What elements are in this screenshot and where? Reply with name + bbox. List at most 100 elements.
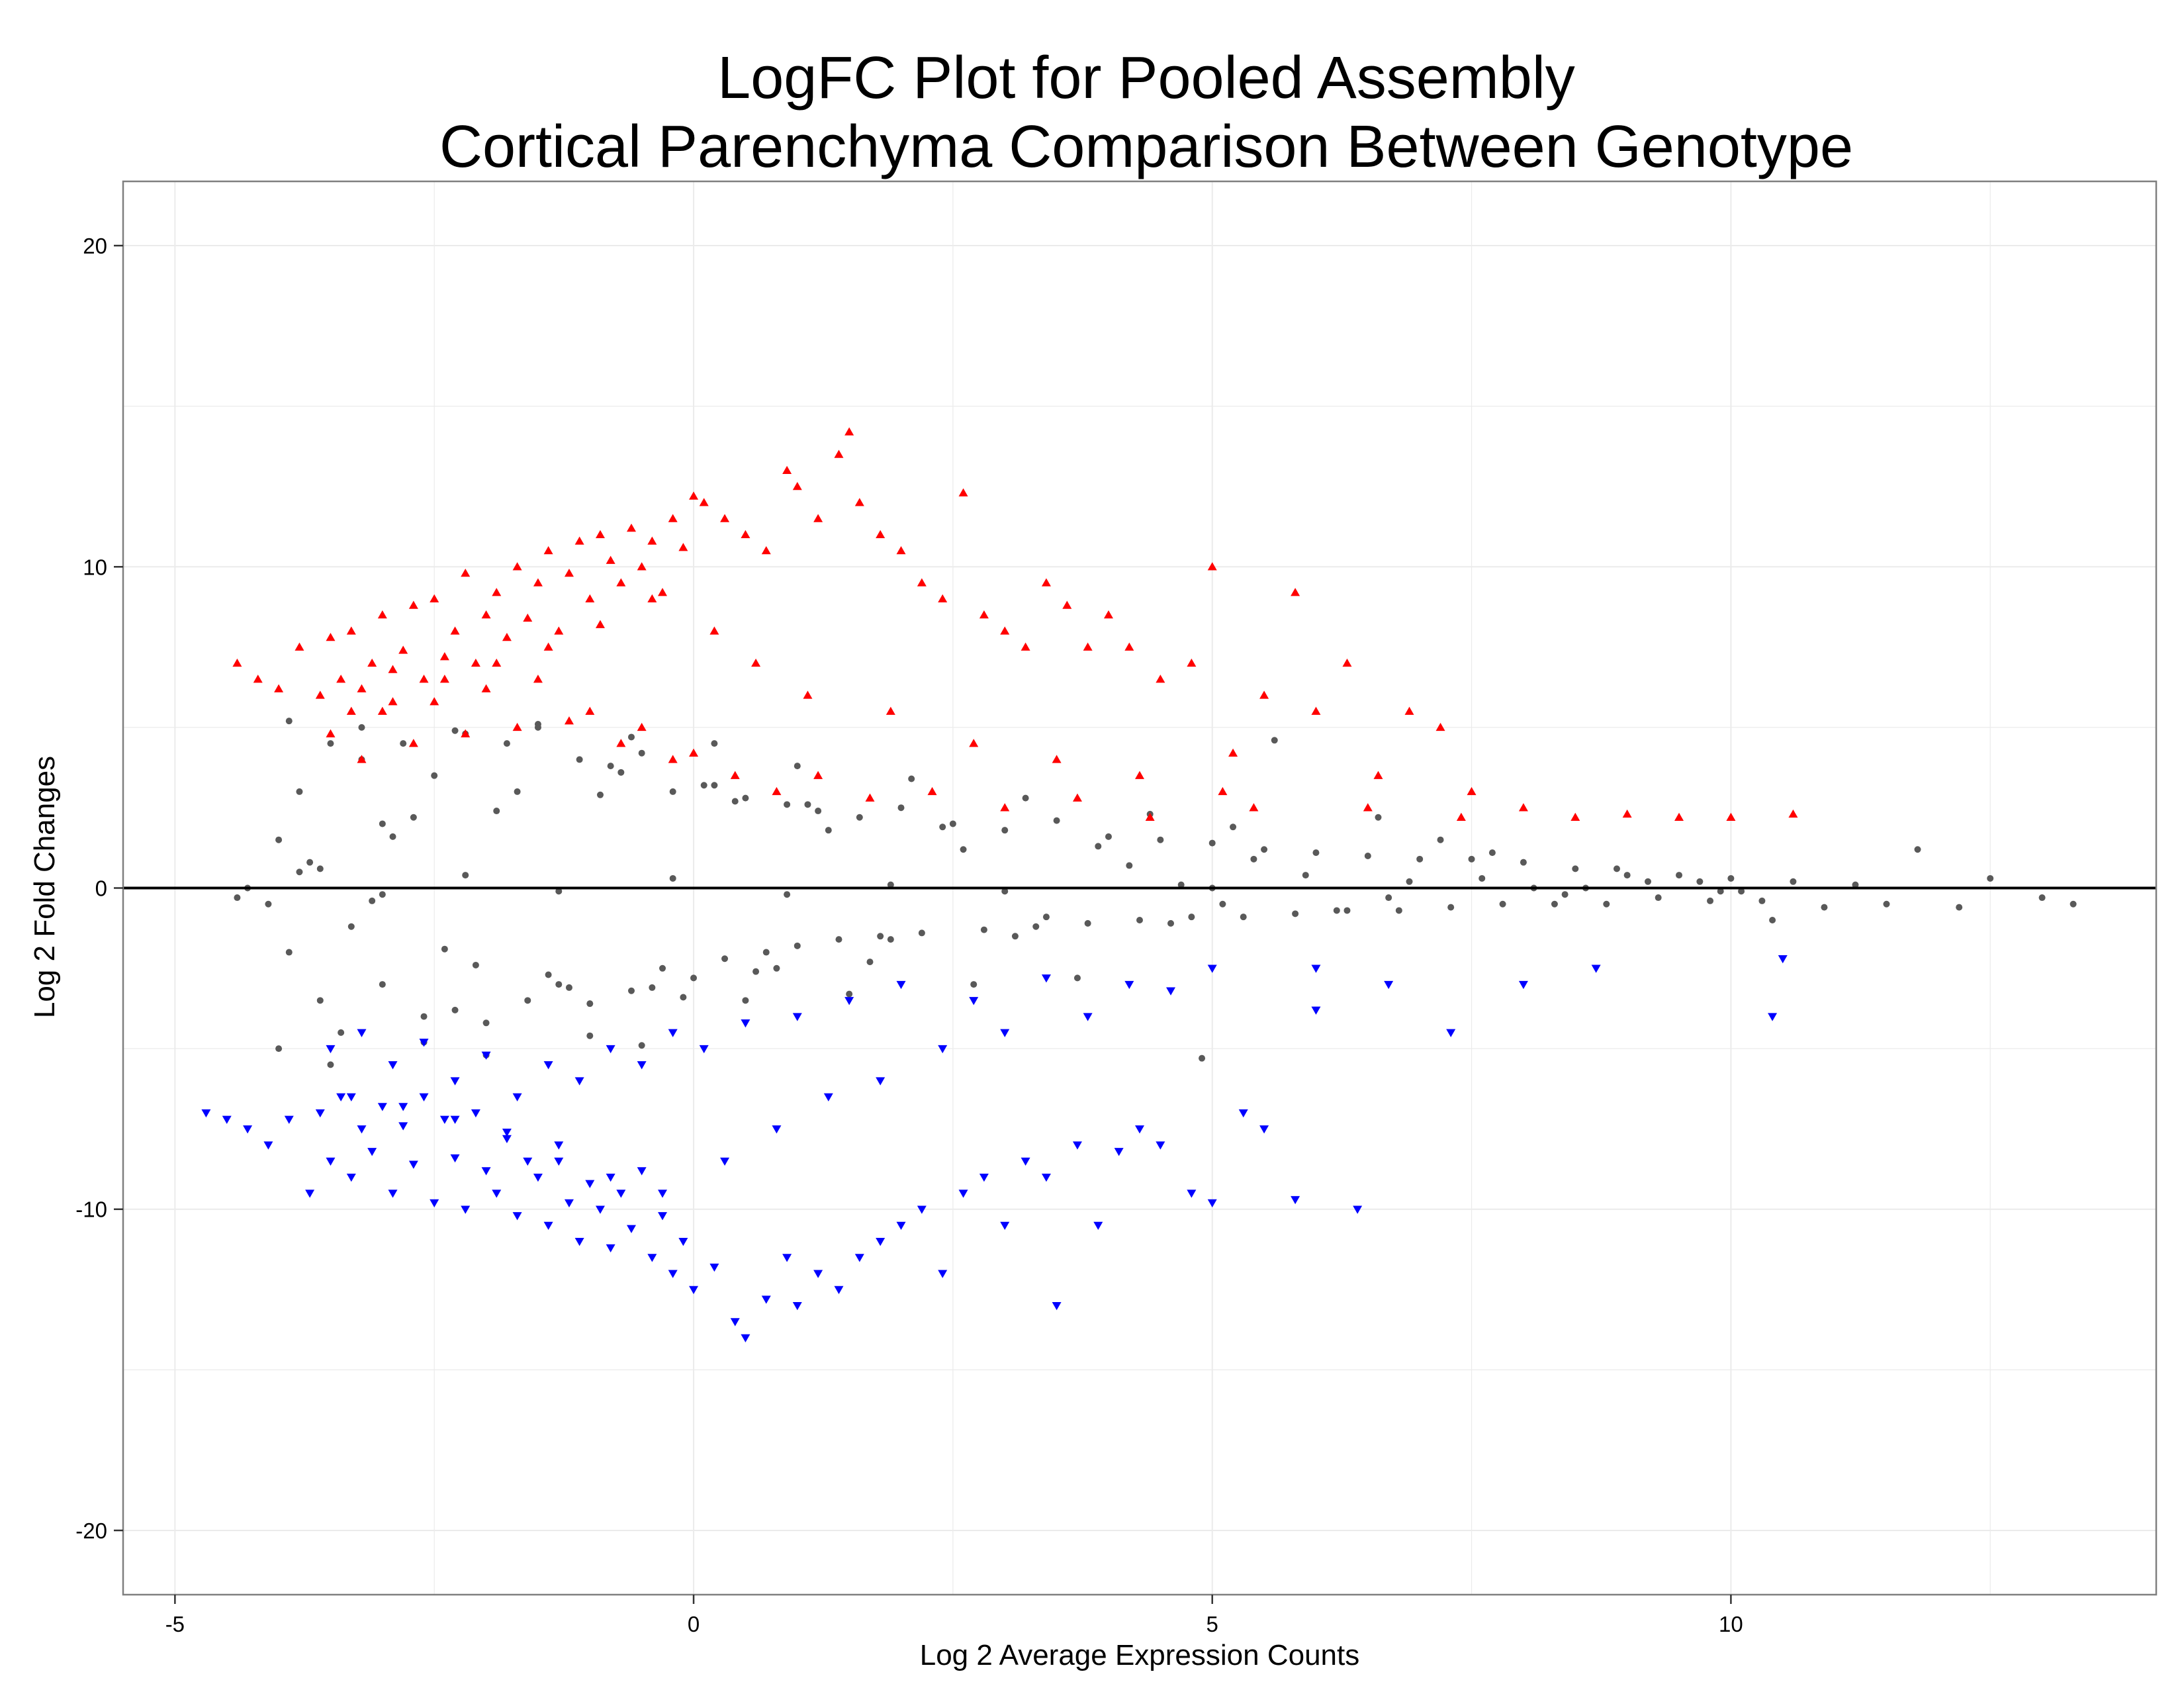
down-regulated-point-28 [543, 1221, 553, 1230]
not-significant-point-41 [949, 820, 956, 827]
down-regulated-point-46 [761, 1295, 771, 1304]
not-significant-point-151 [1769, 917, 1776, 924]
not-significant-point-49 [1157, 836, 1164, 843]
down-regulated-point-7 [326, 1157, 336, 1166]
up-regulated-point-15 [430, 594, 439, 603]
down-regulated-point-111 [823, 1093, 833, 1102]
not-significant-point-67 [1623, 872, 1631, 879]
not-significant-point-98 [1250, 855, 1257, 863]
down-regulated-point-25 [512, 1212, 522, 1221]
x-tick-label-3: 10 [1719, 1612, 1743, 1636]
down-regulated-point-59 [1021, 1157, 1030, 1166]
up-regulated-point-40 [689, 491, 699, 500]
not-significant-point-138 [451, 727, 459, 734]
up-regulated-point-14 [419, 675, 429, 683]
not-significant-point-132 [1199, 1055, 1206, 1062]
up-regulated-point-85 [408, 739, 418, 747]
up-regulated-point-12 [398, 645, 408, 654]
up-regulated-point-59 [1041, 578, 1051, 586]
not-significant-point-18 [524, 997, 531, 1004]
not-significant-point-107 [680, 994, 687, 1001]
down-regulated-point-5 [305, 1190, 315, 1198]
up-regulated-point-95 [668, 755, 678, 763]
up-regulated-point-101 [927, 786, 937, 796]
up-regulated-point-112 [647, 594, 657, 603]
not-significant-point-97 [1167, 919, 1175, 927]
down-regulated-point-51 [854, 1254, 864, 1262]
up-regulated-point-45 [782, 465, 792, 474]
not-significant-point-156 [555, 888, 563, 895]
not-significant-point-120 [1645, 878, 1651, 885]
not-significant-point-32 [762, 949, 770, 956]
up-regulated-point-53 [917, 578, 927, 586]
up-regulated-point-3 [295, 642, 304, 651]
not-significant-point-126 [586, 1032, 594, 1039]
not-significant-point-22 [586, 1000, 594, 1008]
up-regulated-point-94 [637, 722, 647, 731]
up-regulated-point-103 [1072, 793, 1082, 802]
down-regulated-point-90 [637, 1061, 647, 1070]
y-tick-label-2: 0 [95, 876, 107, 901]
not-significant-point-75 [1852, 881, 1859, 888]
up-regulated-point-31 [595, 530, 605, 538]
not-significant-point-3 [285, 949, 293, 956]
x-tick-label-0: -5 [165, 1612, 185, 1636]
down-regulated-point-23 [492, 1190, 502, 1198]
down-regulated-point-54 [917, 1205, 927, 1214]
up-regulated-point-60 [1062, 600, 1072, 609]
up-regulated-point-86 [430, 697, 439, 706]
up-regulated-point-114 [751, 658, 761, 667]
up-regulated-point-61 [1083, 642, 1093, 651]
not-significant-point-157 [669, 874, 676, 882]
not-significant-point-30 [721, 955, 729, 962]
up-regulated-point-110 [543, 642, 553, 651]
not-significant-point-52 [1240, 914, 1247, 921]
not-significant-point-110 [825, 827, 832, 834]
up-regulated-point-69 [1291, 588, 1300, 596]
up-regulated-point-57 [1000, 626, 1010, 635]
down-regulated-point-55 [938, 1270, 948, 1278]
up-regulated-point-44 [761, 546, 771, 555]
not-significant-point-136 [285, 718, 293, 725]
up-regulated-point-51 [876, 530, 886, 538]
not-significant-point-8 [358, 724, 365, 731]
down-regulated-point-114 [1000, 1029, 1010, 1037]
down-regulated-point-53 [896, 1221, 906, 1230]
up-regulated-point-1 [253, 675, 263, 683]
down-regulated-point-0 [201, 1109, 211, 1118]
up-regulated-point-83 [357, 755, 367, 763]
not-significant-point-144 [1022, 794, 1029, 802]
down-regulated-point-44 [730, 1318, 740, 1327]
not-significant-point-56 [1343, 907, 1351, 914]
down-regulated-point-115 [1083, 1013, 1093, 1021]
down-regulated-point-15 [408, 1160, 418, 1169]
not-significant-point-103 [472, 961, 479, 968]
not-significant-point-93 [866, 959, 874, 966]
not-significant-point-44 [1032, 923, 1040, 930]
down-regulated-point-33 [595, 1205, 605, 1214]
not-significant-point-17 [503, 740, 510, 747]
up-regulated-point-50 [854, 498, 864, 506]
up-regulated-point-13 [408, 600, 418, 609]
down-regulated-point-16 [419, 1093, 429, 1102]
down-regulated-point-6 [315, 1109, 325, 1118]
down-regulated-point-104 [450, 1115, 460, 1124]
not-significant-point-86 [493, 808, 500, 815]
up-regulated-point-108 [439, 675, 449, 683]
down-regulated-point-98 [1041, 974, 1051, 983]
down-regulated-point-38 [647, 1254, 657, 1262]
not-significant-point-149 [1613, 865, 1620, 872]
down-regulated-point-99 [1124, 980, 1134, 990]
not-significant-point-10 [379, 820, 386, 827]
up-regulated-point-91 [564, 716, 574, 725]
up-regulated-point-121 [1363, 803, 1373, 812]
up-regulated-point-27 [554, 626, 564, 635]
down-regulated-point-37 [637, 1167, 647, 1176]
up-regulated-point-113 [709, 626, 719, 635]
up-regulated-point-84 [377, 706, 387, 715]
down-regulated-point-41 [678, 1238, 688, 1246]
down-regulated-point-43 [709, 1263, 719, 1272]
down-regulated-point-96 [896, 980, 906, 990]
up-regulated-point-22 [502, 633, 512, 641]
up-regulated-point-122 [1456, 812, 1466, 821]
